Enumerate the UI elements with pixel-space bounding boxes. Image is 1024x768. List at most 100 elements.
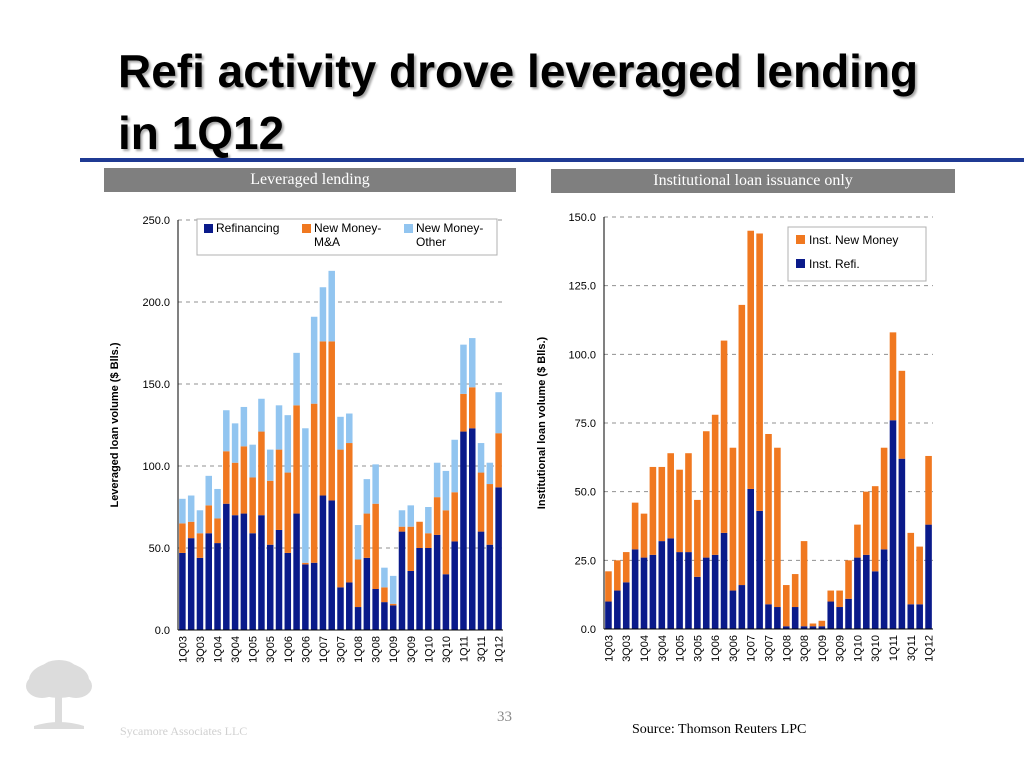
bar-new-money-m-a	[275, 449, 283, 530]
bar-new-money-m-a	[381, 587, 388, 603]
bar-inst-new-money	[818, 620, 826, 627]
bar-inst-new-money	[880, 447, 888, 550]
bar-inst-refi-	[614, 590, 621, 629]
x-tick-label: 1Q09	[817, 635, 829, 662]
bar-refinancing	[223, 503, 230, 630]
bar-new-money-other	[451, 439, 458, 493]
bar-refinancing	[205, 533, 212, 630]
bar-new-money-m-a	[433, 497, 441, 535]
bar-new-money-other	[319, 287, 327, 342]
y-axis-label: Leveraged loan volume ($ Blls.)	[109, 342, 121, 507]
bar-inst-refi-	[765, 604, 772, 629]
x-tick-label: 1Q05	[248, 636, 260, 663]
bar-new-money-m-a	[240, 446, 248, 514]
bar-new-money-m-a	[284, 472, 292, 553]
bar-inst-new-money	[765, 433, 772, 605]
bar-inst-new-money	[640, 513, 648, 558]
bar-inst-refi-	[925, 524, 932, 629]
x-tick-label: 1Q08	[781, 635, 793, 662]
bar-new-money-other	[328, 270, 335, 342]
bar-refinancing	[187, 538, 195, 630]
x-tick-label: 3Q04	[657, 635, 669, 662]
bar-new-money-other	[337, 416, 344, 450]
y-tick-label: 100.0	[568, 349, 596, 361]
bar-new-money-m-a	[407, 526, 415, 571]
bar-new-money-other	[284, 415, 292, 473]
x-tick-label: 3Q06	[728, 635, 740, 662]
x-tick-label: 3Q09	[406, 636, 418, 663]
bar-inst-refi-	[836, 607, 843, 629]
bar-new-money-other	[179, 498, 186, 524]
x-tick-label: 1Q12	[924, 635, 936, 662]
bar-refinancing	[363, 557, 371, 630]
bar-new-money-other	[275, 405, 283, 450]
bar-new-money-other	[302, 428, 309, 563]
bar-refinancing	[477, 531, 485, 630]
bar-inst-refi-	[845, 598, 852, 629]
bar-inst-refi-	[738, 585, 746, 629]
bar-inst-new-money	[827, 590, 835, 602]
bar-new-money-m-a	[469, 387, 476, 429]
bar-refinancing	[284, 552, 292, 630]
bar-inst-new-money	[854, 524, 861, 558]
bar-refinancing	[442, 574, 450, 630]
bar-refinancing	[425, 548, 432, 630]
x-tick-label: 3Q08	[799, 635, 811, 662]
x-tick-label: 1Q03	[603, 635, 615, 662]
x-tick-label: 3Q07	[336, 636, 348, 663]
bar-refinancing	[266, 544, 274, 630]
bar-new-money-m-a	[442, 510, 450, 575]
bar-inst-new-money	[774, 447, 781, 608]
bar-refinancing	[460, 431, 467, 630]
bar-inst-new-money	[631, 502, 639, 550]
bar-new-money-other	[398, 510, 406, 527]
bar-refinancing	[196, 557, 204, 630]
bar-refinancing	[302, 564, 309, 630]
bar-inst-new-money	[694, 499, 701, 577]
bar-inst-new-money	[658, 466, 666, 542]
bar-inst-refi-	[827, 601, 835, 629]
bar-new-money-m-a	[354, 559, 362, 608]
bar-inst-new-money	[756, 233, 763, 511]
bar-new-money-other	[442, 470, 450, 511]
bar-inst-refi-	[809, 626, 817, 629]
bar-inst-new-money	[685, 453, 692, 553]
bar-inst-new-money	[800, 541, 808, 627]
bar-new-money-other	[372, 464, 379, 504]
bar-new-money-m-a	[398, 526, 406, 532]
bar-inst-new-money	[791, 574, 799, 608]
bar-inst-new-money	[898, 370, 906, 459]
bar-inst-new-money	[907, 532, 915, 605]
bar-new-money-m-a	[460, 393, 467, 432]
bar-refinancing	[389, 605, 397, 630]
x-tick-label: 3Q11	[906, 635, 918, 661]
bar-new-money-m-a	[310, 403, 318, 563]
bar-refinancing	[486, 544, 494, 630]
bar-new-money-m-a	[477, 472, 485, 532]
bar-inst-new-money	[889, 332, 897, 421]
bar-new-money-other	[196, 510, 204, 534]
x-tick-label: 1Q06	[283, 636, 295, 663]
y-tick-label: 100.0	[142, 461, 170, 473]
left-panel-header: Leveraged lending	[104, 168, 516, 192]
bar-inst-refi-	[916, 604, 923, 629]
y-tick-label: 125.0	[568, 281, 596, 293]
bar-new-money-m-a	[346, 443, 353, 583]
bar-new-money-other	[477, 443, 485, 473]
legend-label: New Money-Other	[416, 221, 483, 249]
x-tick-label: 3Q03	[621, 635, 633, 662]
bar-new-money-other	[381, 567, 388, 588]
bar-inst-refi-	[889, 420, 897, 629]
bar-inst-refi-	[720, 532, 728, 629]
bar-inst-new-money	[925, 455, 932, 525]
bar-inst-refi-	[907, 604, 915, 629]
bar-inst-refi-	[667, 538, 674, 629]
legend-box	[787, 226, 927, 282]
x-tick-label: 1Q08	[353, 636, 365, 663]
title-underline	[80, 158, 1024, 162]
legend-swatch	[796, 235, 805, 244]
bar-new-money-other	[205, 475, 212, 506]
legend-swatch	[204, 224, 213, 233]
bar-new-money-m-a	[258, 431, 265, 516]
